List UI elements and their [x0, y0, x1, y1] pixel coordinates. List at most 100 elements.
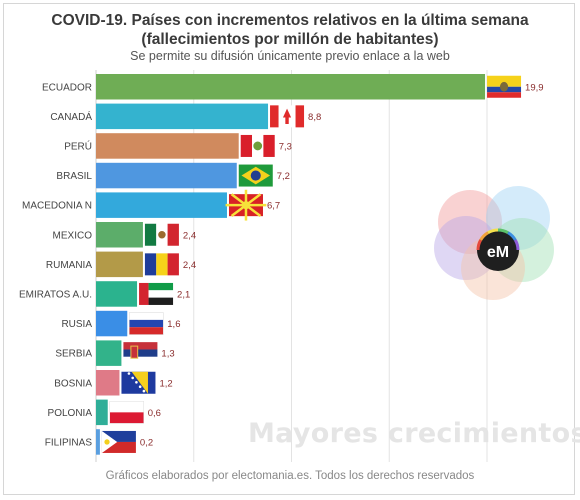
bar — [96, 192, 227, 218]
flag-part — [487, 75, 522, 87]
category-label: CANADÁ — [50, 110, 92, 123]
flag-part — [109, 412, 144, 424]
flag-part — [129, 319, 164, 328]
bar-row: MEXICO 2,4 — [53, 222, 196, 248]
flag-part — [282, 108, 292, 125]
uae-flag — [139, 282, 174, 305]
poland-flag — [109, 401, 144, 424]
flag-part — [499, 81, 509, 92]
flag-part — [123, 356, 158, 365]
logo-ring-segment — [497, 228, 509, 235]
chart-subtitle: Se permite su difusión únicamente previo… — [130, 49, 450, 63]
bar — [96, 281, 138, 307]
value-label: 1,2 — [159, 378, 172, 389]
flag-part — [148, 297, 174, 305]
philippines-flag — [101, 430, 136, 453]
bar — [96, 251, 143, 278]
romania-flag — [144, 253, 179, 276]
flag-part — [135, 381, 138, 384]
watermark-text: Mayores crecimientos — [248, 418, 580, 449]
bar-row: POLONIA 0,6 — [48, 399, 161, 426]
logo-ring-segment — [513, 239, 520, 251]
flag-part — [144, 253, 157, 276]
bar-row: EMIRATOS A.U. 2,1 — [19, 281, 190, 307]
flag-part — [295, 105, 305, 128]
bar-row: SERBIA 1,3 — [55, 340, 175, 366]
bar — [96, 162, 237, 189]
peru-flag — [240, 134, 275, 157]
value-label: 0,6 — [148, 408, 161, 419]
brazil-flag — [238, 164, 273, 187]
logo-ring-segment — [507, 231, 517, 241]
category-label: MEXICO — [53, 230, 93, 241]
logo-ring-segment — [476, 239, 483, 251]
logo-ring-segment — [487, 228, 499, 235]
flag-part — [156, 253, 168, 276]
category-label: SERBIA — [55, 349, 92, 360]
bar-row: BOSNIA 1,2 — [54, 370, 173, 396]
flag-part — [167, 253, 179, 276]
bar — [96, 370, 120, 396]
flag-part — [270, 105, 279, 128]
flag-part — [167, 223, 179, 246]
flag-part — [148, 282, 174, 291]
flag-part — [104, 439, 110, 445]
bar — [96, 429, 100, 455]
value-label: 7,3 — [279, 141, 292, 152]
chart-frame — [3, 3, 575, 495]
value-label: 6,7 — [267, 201, 280, 212]
bar-row: CANADÁ 8,8 — [50, 103, 321, 130]
logo-core — [477, 229, 519, 271]
value-label: 1,3 — [161, 349, 174, 360]
logo-ring-segment — [479, 231, 489, 241]
flag-part — [242, 201, 250, 210]
category-label: PERÚ — [64, 139, 92, 152]
mexico-flag — [144, 223, 179, 246]
value-label: 2,4 — [183, 230, 196, 241]
logo-petal — [434, 216, 498, 280]
bar-row: ECUADOR 19,9 — [42, 74, 544, 100]
bar — [96, 133, 239, 159]
flag-part — [487, 92, 522, 98]
flag-part — [240, 134, 253, 157]
value-label: 8,8 — [308, 112, 321, 123]
flag-part — [253, 141, 263, 151]
bars-group: ECUADOR 19,9 CANADÁ 8,8 PERÚ 7,3 BRASIL 7,2 MACE… — [19, 74, 544, 455]
ecuador-flag — [487, 75, 522, 98]
category-label: FILIPINAS — [45, 437, 93, 448]
bar-row: RUMANIA 2,4 — [46, 251, 196, 278]
category-label: ECUADOR — [42, 82, 92, 93]
category-label: EMIRATOS A.U. — [19, 289, 92, 300]
chart-title: COVID-19. Países con incrementos relativ… — [0, 11, 580, 49]
value-label: 7,2 — [277, 171, 290, 182]
flag-part — [129, 312, 164, 320]
bar — [96, 222, 143, 248]
bar — [96, 399, 108, 426]
flag-part — [131, 376, 134, 380]
bar — [96, 340, 122, 366]
category-label: BOSNIA — [54, 378, 92, 389]
flag-part — [144, 223, 157, 246]
title-line-2: (fallecimientos por millón de habitantes… — [141, 31, 439, 48]
flag-part — [158, 231, 166, 239]
flag-part — [129, 327, 164, 335]
canada-flag — [270, 105, 305, 128]
value-label: 0,2 — [140, 437, 153, 448]
bar — [96, 103, 269, 130]
logo-text: eM — [487, 244, 509, 261]
bar-row: MACEDONIA N 6,7 — [22, 189, 280, 221]
category-label: MACEDONIA N — [22, 201, 92, 212]
bar-row: FILIPINAS 0,2 — [45, 429, 153, 455]
bosnia-flag — [121, 371, 156, 394]
flag-part — [127, 372, 131, 375]
flag-part — [129, 312, 164, 335]
flag-part — [142, 389, 146, 393]
bar-row: BRASIL 7,2 — [56, 162, 290, 189]
flag-part — [148, 290, 174, 298]
category-label: RUSIA — [61, 319, 92, 330]
value-label: 2,1 — [177, 289, 190, 300]
flag-part — [138, 385, 142, 389]
flag-part — [263, 134, 275, 157]
category-label: RUMANIA — [46, 260, 92, 271]
flag-part — [131, 371, 148, 394]
